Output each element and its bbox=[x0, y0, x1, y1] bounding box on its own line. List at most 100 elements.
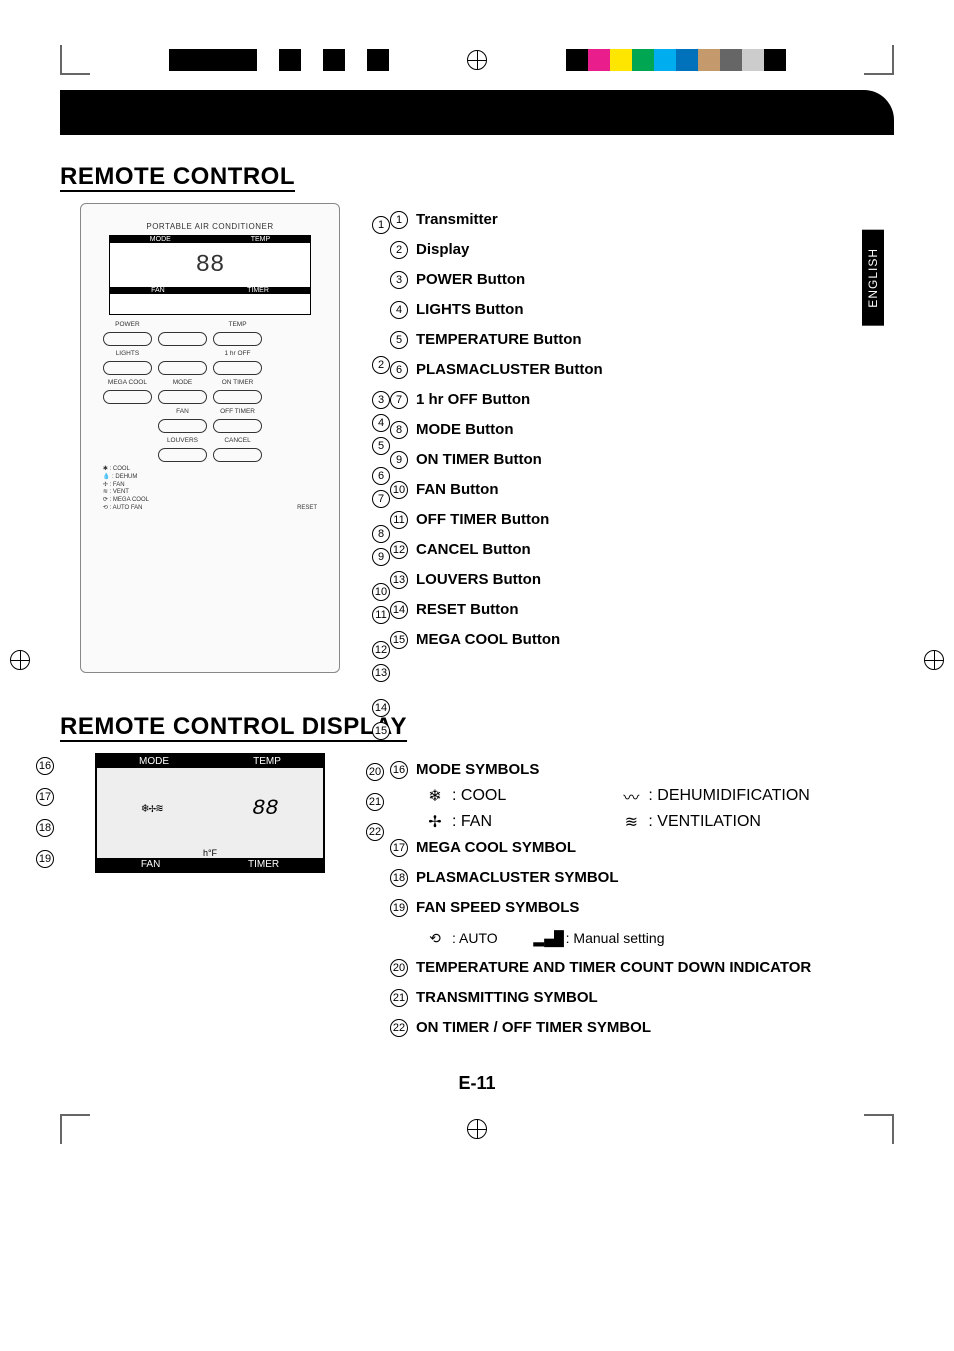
display-callouts-left: 16171819 bbox=[36, 757, 54, 868]
legend-item-14: 14 RESET Button bbox=[390, 595, 894, 625]
disp-digits: 88 bbox=[252, 796, 278, 821]
legend-item-2: 2Display bbox=[390, 235, 894, 265]
btn-louvers bbox=[158, 448, 207, 462]
legend-item-15: 15MEGA COOL Button bbox=[390, 625, 894, 655]
lcd-digits: 88 bbox=[110, 243, 310, 287]
color-swatch bbox=[676, 49, 698, 71]
mode-symbols-grid: ❄: COOL〰: DEHUMIDIFICATION✢: FAN≋: VENTI… bbox=[424, 785, 894, 833]
btn-temp-down bbox=[158, 332, 207, 346]
btn-power bbox=[103, 332, 152, 346]
callout-19: 19 bbox=[36, 850, 54, 868]
disp-mode: MODE bbox=[139, 756, 169, 767]
legend-item-19: 19FAN SPEED SYMBOLS bbox=[390, 893, 894, 923]
btn-label-megacool: MEGA COOL bbox=[103, 379, 152, 386]
btn-mode bbox=[158, 390, 207, 404]
btn-offtimer bbox=[213, 419, 262, 433]
btn-label-lights: LIGHTS bbox=[103, 350, 152, 357]
color-swatch bbox=[720, 49, 742, 71]
registration-mark-right bbox=[924, 650, 944, 670]
legend-item-11: 11OFF TIMER Button bbox=[390, 505, 894, 535]
legend-dehum: 💧 : DEHUM bbox=[103, 474, 317, 482]
callout-17: 17 bbox=[36, 788, 54, 806]
callout-4: 4 bbox=[372, 414, 390, 432]
color-swatch bbox=[301, 49, 323, 71]
symbol-label: : DEHUMIDIFICATION bbox=[648, 787, 809, 805]
lcd-mode-label: MODE bbox=[150, 236, 171, 243]
btn-label-1hroff: 1 hr OFF bbox=[213, 350, 262, 357]
legend-item-16: 16MODE SYMBOLS bbox=[390, 755, 894, 785]
legend-cool: ✱ : COOL bbox=[103, 466, 317, 474]
registration-mark-bottom bbox=[467, 1119, 487, 1139]
callout-2: 2 bbox=[372, 356, 390, 374]
legend-label: MEGA COOL SYMBOL bbox=[416, 833, 576, 863]
legend-label: LOUVERS Button bbox=[416, 565, 541, 595]
crop-mark-tl bbox=[60, 45, 90, 75]
color-swatch bbox=[345, 49, 367, 71]
btn-label-louvers: LOUVERS bbox=[158, 437, 207, 444]
legend-label: LIGHTS Button bbox=[416, 295, 523, 325]
crop-mark-bl bbox=[60, 1114, 90, 1144]
legend-number: 14 bbox=[390, 601, 408, 619]
color-swatch bbox=[742, 49, 764, 71]
page-number: E-11 bbox=[60, 1073, 894, 1094]
remote-lcd: MODE TEMP 88 FAN TIMER bbox=[109, 235, 311, 315]
btn-fan bbox=[158, 419, 207, 433]
symbol-label: : Manual setting bbox=[566, 930, 665, 946]
legend-number: 20 bbox=[390, 959, 408, 977]
symbol-label: : FAN bbox=[452, 813, 492, 831]
callout-18: 18 bbox=[36, 819, 54, 837]
registration-mark-left bbox=[10, 650, 30, 670]
legend-label: CANCEL Button bbox=[416, 535, 531, 565]
legend-label: MODE SYMBOLS bbox=[416, 755, 539, 785]
legend-label: ON TIMER / OFF TIMER SYMBOL bbox=[416, 1013, 651, 1043]
remote-mode-legend: ✱ : COOL 💧 : DEHUM ✢ : FAN ≋ : VENT ⟳ : … bbox=[103, 466, 317, 513]
legend-number: 22 bbox=[390, 1019, 408, 1037]
mode-symbol: ≋: VENTILATION bbox=[620, 811, 894, 833]
display-figure: 16171819 MODE TEMP ❄✢≋ 88 h°F FAN TIMER bbox=[60, 753, 360, 873]
legend-item-3: 3POWER Button bbox=[390, 265, 894, 295]
legend-label: ON TIMER Button bbox=[416, 445, 542, 475]
btn-label-fan: FAN bbox=[158, 408, 207, 415]
symbol-label: : AUTO bbox=[452, 930, 498, 946]
legend-item-1: 1Transmitter bbox=[390, 205, 894, 235]
color-swatch bbox=[279, 49, 301, 71]
legend-label: MEGA COOL Button bbox=[416, 625, 560, 655]
legend-vent: ≋ : VENT bbox=[103, 489, 317, 497]
legend-item-13: 13LOUVERS Button bbox=[390, 565, 894, 595]
legend-item-22: 22 ON TIMER / OFF TIMER SYMBOL bbox=[390, 1013, 894, 1043]
crop-mark-br bbox=[864, 1114, 894, 1144]
color-swatch bbox=[588, 49, 610, 71]
legend-item-18: 18PLASMACLUSTER SYMBOL bbox=[390, 863, 894, 893]
callout-11: 11 bbox=[372, 606, 390, 624]
legend-fan: ✢ : FAN bbox=[103, 482, 317, 490]
color-swatch bbox=[213, 49, 235, 71]
remote-control-legend-list: 1Transmitter2Display3POWER Button4LIGHTS… bbox=[390, 203, 894, 655]
symbol-label: : COOL bbox=[452, 787, 506, 805]
legend-label: Display bbox=[416, 235, 469, 265]
legend-number: 8 bbox=[390, 421, 408, 439]
color-swatch bbox=[764, 49, 786, 71]
figure-callouts: 123456789101112131415 bbox=[372, 213, 390, 740]
callout-14: 14 bbox=[372, 699, 390, 717]
callout-5: 5 bbox=[372, 437, 390, 455]
btn-label-power: POWER bbox=[103, 321, 152, 328]
disp-timer: TIMER bbox=[248, 859, 279, 870]
remote-header-text: PORTABLE AIR CONDITIONER bbox=[146, 222, 273, 231]
callout-7: 7 bbox=[372, 490, 390, 508]
legend-item-9: 9ON TIMER Button bbox=[390, 445, 894, 475]
header-black-band bbox=[60, 90, 894, 135]
btn-label-cancel: CANCEL bbox=[213, 437, 262, 444]
color-swatch bbox=[235, 49, 257, 71]
legend-item-17: 17MEGA COOL SYMBOL bbox=[390, 833, 894, 863]
btn-label-offtimer: OFF TIMER bbox=[213, 408, 262, 415]
legend-item-5: 5TEMPERATURE Button bbox=[390, 325, 894, 355]
lcd-temp-label: TEMP bbox=[251, 236, 270, 243]
display-lcd-illustration: MODE TEMP ❄✢≋ 88 h°F FAN TIMER bbox=[95, 753, 325, 873]
legend-number: 10 bbox=[390, 481, 408, 499]
callout-1: 1 bbox=[372, 216, 390, 234]
legend-label: OFF TIMER Button bbox=[416, 505, 549, 535]
legend-label: RESET Button bbox=[416, 595, 519, 625]
btn-lights bbox=[103, 361, 152, 375]
registration-mark-top bbox=[467, 50, 487, 70]
legend-number: 21 bbox=[390, 989, 408, 1007]
